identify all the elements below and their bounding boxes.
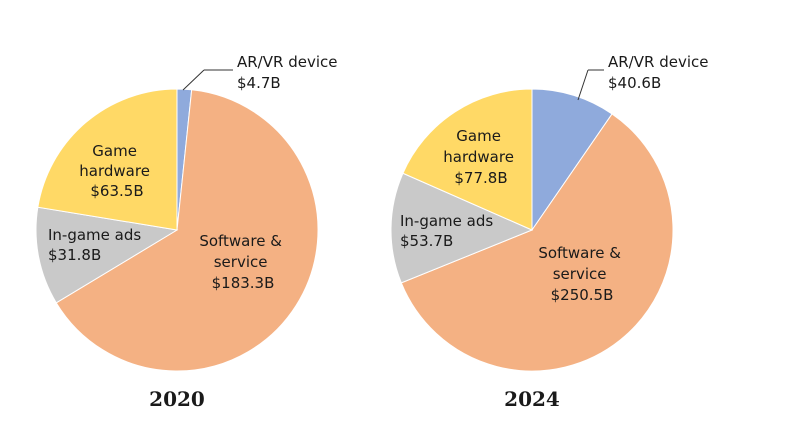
- slice-label-in-game-ads: In-game ads $31.8B: [48, 226, 146, 264]
- pie-chart-2020: AR/VR device $4.7B Software & service $1…: [35, 53, 342, 411]
- pie-slice-software-and-service: [55, 89, 319, 372]
- slice-label-game-hardware: Game hardware $63.5B: [79, 142, 154, 200]
- leader-line-ar-vr-device: [182, 69, 205, 91]
- slice-label-game-hardware: Game hardware $77.8B: [443, 127, 518, 187]
- slice-label-software-and-service: Software & service $250.5B: [538, 244, 625, 304]
- leader-line-ar-vr-device: [577, 69, 589, 101]
- slice-label-ar-vr-device: AR/VR device $40.6B: [608, 53, 713, 92]
- pie-chart-2024: AR/VR device $40.6B Software & service $…: [390, 53, 713, 411]
- pie-slice-software-and-service: [400, 113, 674, 372]
- pie-slice-in-game-ads: [390, 172, 534, 284]
- pie-slice-game-hardware: [37, 88, 178, 231]
- slice-label-in-game-ads: In-game ads $53.7B: [400, 212, 498, 250]
- slice-label-software-and-service: Software & service $183.3B: [199, 232, 286, 292]
- pie-slice-game-hardware: [402, 88, 533, 231]
- pie-slice-in-game-ads: [35, 206, 179, 304]
- chart-title-2024: 2024: [504, 387, 560, 411]
- chart-title-2020: 2020: [149, 387, 205, 411]
- pie-slice-ar-vr-device: [531, 88, 613, 232]
- slice-label-ar-vr-device: AR/VR device $4.7B: [237, 53, 342, 92]
